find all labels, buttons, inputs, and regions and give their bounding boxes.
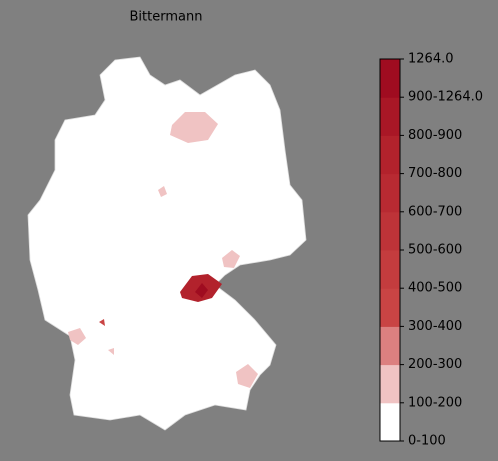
region bbox=[170, 112, 218, 143]
colorbar-segment bbox=[380, 250, 400, 289]
region bbox=[195, 283, 208, 298]
colorbar-segment bbox=[380, 364, 400, 404]
colorbar-segment bbox=[380, 326, 400, 366]
region bbox=[68, 328, 86, 345]
colorbar-label: 800-900 bbox=[408, 128, 462, 143]
region bbox=[158, 186, 167, 197]
region bbox=[108, 348, 114, 355]
region bbox=[222, 250, 240, 268]
colorbar-label: 1264.0 bbox=[408, 52, 454, 67]
colorbar-label: 0-100 bbox=[408, 434, 446, 449]
colorbar-segment bbox=[380, 173, 400, 213]
country-outline bbox=[27, 56, 307, 431]
colorbar-label: 900-1264.0 bbox=[408, 90, 483, 105]
colorbar-label: 300-400 bbox=[408, 319, 462, 334]
colorbar-segment bbox=[380, 59, 400, 98]
map-title: Bittermann bbox=[130, 10, 203, 25]
colorbar-segment bbox=[380, 97, 400, 136]
colorbar-label: 700-800 bbox=[408, 166, 462, 181]
colorbar-segment bbox=[380, 402, 400, 442]
colorbar-label: 500-600 bbox=[408, 243, 462, 258]
region bbox=[99, 319, 105, 326]
colorbar-segment bbox=[380, 211, 400, 251]
colorbar-label: 400-500 bbox=[408, 281, 462, 296]
region bbox=[236, 364, 258, 388]
colorbar-segment bbox=[380, 135, 400, 175]
colorbar-label: 200-300 bbox=[408, 357, 462, 372]
colorbar: 0-100 100-200 200-300 300-400 400-500 500-600… bbox=[379, 52, 483, 449]
colorbar-label: 100-200 bbox=[408, 395, 462, 410]
colorbar-label: 600-700 bbox=[408, 204, 462, 219]
colorbar-segment bbox=[380, 288, 400, 327]
germany-map bbox=[27, 56, 307, 431]
